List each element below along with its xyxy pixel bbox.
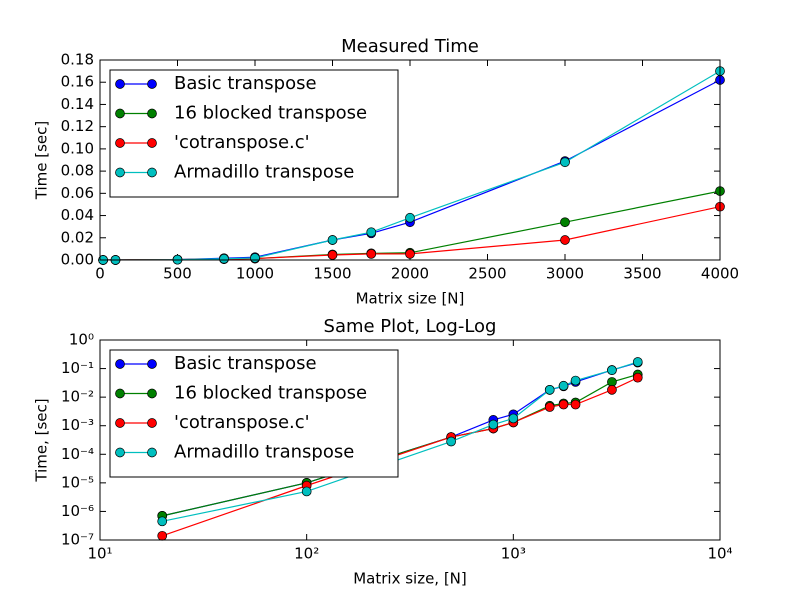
legend-label: Basic transpose: [174, 73, 317, 94]
data-point: [301, 486, 312, 497]
data-point: [405, 249, 415, 259]
data-point: [446, 436, 456, 447]
legend-marker: [115, 108, 125, 119]
chart-title: Same Plot, Log-Log: [324, 316, 497, 337]
x-tick-label: 2500: [468, 265, 506, 283]
x-tick-label: 10¹: [87, 545, 112, 563]
data-point: [508, 413, 519, 424]
data-point: [560, 157, 570, 168]
data-point: [544, 384, 555, 395]
legend-box: [109, 349, 399, 478]
x-tick-label: 4000: [701, 265, 739, 283]
legend-marker: [147, 138, 157, 148]
y-tick-label: 0.04: [61, 206, 94, 224]
y-tick-label: 10⁰: [69, 331, 94, 349]
x-tick-label: 3000: [546, 265, 584, 283]
y-tick-label: 0.12: [61, 117, 94, 135]
chart-title: Measured Time: [341, 36, 479, 57]
x-tick-label: 1500: [313, 265, 351, 283]
legend-marker: [115, 359, 125, 369]
legend-marker: [115, 388, 125, 399]
x-tick-label: 0: [95, 265, 105, 283]
plot-frame: [99, 339, 721, 541]
data-point: [327, 250, 338, 260]
y-tick-label: 0.14: [61, 95, 94, 113]
data-point: [558, 380, 569, 391]
legend-marker: [115, 167, 125, 178]
y-tick-label: 10⁻⁴: [61, 445, 94, 463]
y-tick-label: 10⁻⁵: [61, 473, 94, 491]
legend-label: 16 blocked transpose: [174, 383, 367, 404]
data-point: [560, 235, 570, 245]
y-tick-label: 10⁻²: [61, 388, 94, 406]
y-tick-label: 0.06: [61, 184, 94, 202]
data-point: [157, 530, 168, 541]
data-point: [570, 399, 581, 410]
data-point: [250, 253, 260, 263]
data-point: [570, 375, 581, 386]
legend-marker: [147, 388, 157, 399]
legend-label: 'cotranspose.c': [174, 412, 310, 433]
y-tick-label: 10⁻¹: [61, 359, 94, 377]
x-axis-label: Matrix size [N]: [356, 290, 465, 308]
legend-marker: [147, 447, 157, 458]
data-point: [366, 227, 377, 238]
legend-label: 16 blocked transpose: [174, 103, 367, 124]
data-point: [607, 384, 617, 395]
data-point: [632, 357, 643, 367]
legend-label: Armadillo transpose: [174, 162, 354, 183]
y-tick-label: 0.18: [61, 51, 94, 69]
legend-marker: [115, 418, 125, 428]
data-point: [560, 217, 570, 228]
y-tick-label: 0.16: [61, 73, 94, 91]
x-tick-label: 10⁴: [707, 545, 732, 563]
legend-marker: [147, 108, 157, 119]
data-point: [607, 365, 617, 376]
x-axis-label: Matrix size, [N]: [353, 570, 467, 588]
y-tick-label: 0.02: [61, 228, 94, 246]
x-tick-label: 10³: [501, 545, 526, 563]
x-tick-label: 1000: [236, 265, 274, 283]
legend-marker: [147, 167, 157, 178]
legend-label: Armadillo transpose: [174, 442, 354, 463]
y-tick-label: 0.10: [61, 139, 94, 157]
legend-marker: [147, 359, 157, 369]
legend-label: 'cotranspose.c': [174, 132, 310, 153]
x-tick-label: 3500: [623, 265, 661, 283]
legend-marker: [115, 138, 125, 148]
legend-box: [109, 69, 399, 198]
y-axis-label: Time [sec]: [33, 121, 51, 200]
legend-marker: [147, 79, 157, 89]
y-tick-label: 0.00: [61, 251, 94, 269]
y-tick-label: 0.08: [61, 162, 94, 180]
legend-marker: [147, 418, 157, 428]
legend-marker: [115, 447, 125, 458]
data-point: [219, 253, 229, 264]
data-point: [558, 399, 569, 410]
plot-frame: [99, 59, 721, 261]
x-tick-label: 10²: [294, 545, 319, 563]
x-tick-label: 500: [163, 265, 192, 283]
y-tick-label: 10⁻⁶: [61, 502, 94, 520]
legend-marker: [115, 79, 125, 89]
data-point: [157, 516, 168, 527]
y-axis-label: Time, [sec]: [33, 398, 51, 482]
y-tick-label: 10⁻³: [61, 416, 94, 434]
legend-label: Basic transpose: [174, 353, 317, 374]
data-point: [405, 212, 415, 223]
data-point: [488, 419, 499, 430]
data-point: [366, 249, 377, 259]
x-tick-label: 2000: [391, 265, 429, 283]
data-point: [632, 372, 643, 383]
data-point: [544, 402, 555, 412]
y-tick-label: 10⁻⁷: [61, 531, 94, 549]
data-point: [327, 235, 338, 245]
